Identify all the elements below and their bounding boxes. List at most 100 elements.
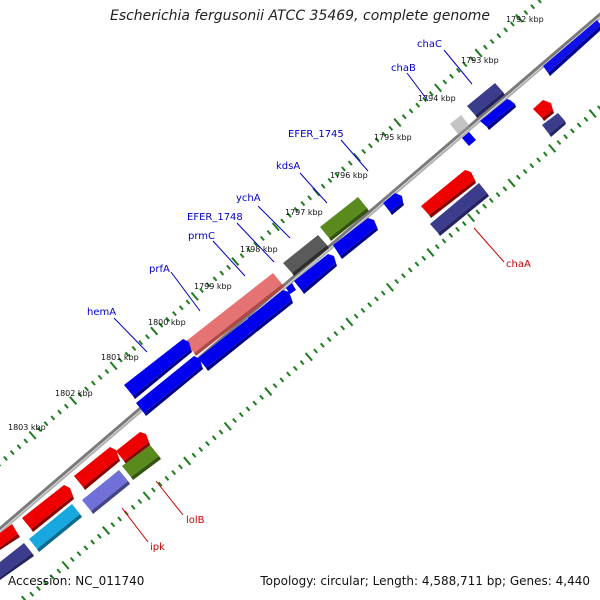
gene-label-chaC[interactable]: chaC xyxy=(417,39,442,50)
cds-reverse-1803a[interactable] xyxy=(74,447,120,490)
topology-text: Topology: circular xyxy=(260,574,365,588)
leader-lolB xyxy=(155,480,184,516)
gene-label-ipk[interactable]: ipk xyxy=(150,542,165,553)
minor-tick xyxy=(118,357,123,363)
cds-kdsA[interactable] xyxy=(320,197,369,241)
gene-label-hemA[interactable]: hemA xyxy=(87,307,116,318)
cds-reverse-1793b[interactable] xyxy=(542,113,566,137)
leader-chaC xyxy=(443,49,473,85)
gene-label-chaA[interactable]: chaA xyxy=(506,259,531,270)
cds-chaC[interactable] xyxy=(467,83,505,118)
minor-tick xyxy=(104,369,110,375)
gene-label-chaB[interactable]: chaB xyxy=(391,63,416,74)
minor-tick xyxy=(205,441,210,447)
cds-lolB-red[interactable] xyxy=(116,432,150,464)
gene-label-ychA[interactable]: ychA xyxy=(236,193,261,204)
minor-tick xyxy=(43,421,49,427)
cds-forward-1799[interactable] xyxy=(248,290,293,331)
cds-reverse-1804a[interactable] xyxy=(22,485,74,532)
minor-tick xyxy=(63,403,69,409)
gene-label-prmC[interactable]: prmC xyxy=(188,231,215,242)
cds-forward-small[interactable] xyxy=(286,283,296,294)
minor-tick xyxy=(76,551,82,557)
minor-tick xyxy=(341,166,346,172)
minor-tick xyxy=(482,44,488,50)
minor-tick xyxy=(253,241,258,247)
cds-prmC[interactable] xyxy=(294,254,337,294)
minor-tick xyxy=(90,539,95,545)
major-tick xyxy=(109,361,118,371)
major-tick xyxy=(183,456,192,466)
cds-forward-1794a[interactable] xyxy=(480,99,516,130)
cds-chaA[interactable] xyxy=(430,183,489,236)
cds-lolB[interactable] xyxy=(122,445,161,480)
cds-hemA[interactable] xyxy=(124,339,192,399)
cds-ipk[interactable] xyxy=(82,470,130,514)
minor-tick xyxy=(515,174,521,180)
minor-tick xyxy=(462,62,468,68)
minor-tick xyxy=(482,203,487,209)
minor-tick xyxy=(414,261,420,267)
cds-ychA[interactable] xyxy=(333,218,378,259)
minor-tick xyxy=(489,38,495,45)
cds-reverse-1805a[interactable] xyxy=(0,524,20,550)
cds-hemA-part[interactable] xyxy=(198,317,259,371)
cds-reverse-1804b[interactable] xyxy=(29,504,82,552)
major-tick xyxy=(515,13,524,23)
minor-tick xyxy=(198,446,204,452)
minor-tick xyxy=(510,21,515,27)
minor-tick xyxy=(320,183,326,189)
map-title: Escherichia fergusonii ATCC 35469, compl… xyxy=(109,8,491,24)
minor-tick xyxy=(361,148,367,155)
cds-forward-1801[interactable] xyxy=(136,356,203,416)
minor-tick xyxy=(421,255,427,261)
cds-forward-1794b[interactable] xyxy=(450,115,470,136)
gene-label-prfA[interactable]: prfA xyxy=(149,264,170,275)
minor-tick xyxy=(367,302,373,308)
gene-label-efer1748[interactable]: EFER_1748 xyxy=(187,212,243,223)
major-tick xyxy=(352,152,361,162)
cds-reverse-1793[interactable] xyxy=(533,100,554,121)
cds-chaB[interactable] xyxy=(462,132,476,146)
minor-tick xyxy=(3,455,8,461)
cds-prfA[interactable] xyxy=(185,273,284,356)
cds-forward-1792[interactable] xyxy=(543,20,600,76)
minor-tick xyxy=(441,238,447,244)
minor-tick xyxy=(178,464,183,470)
accession-text: Accession: NC_011740 xyxy=(8,574,145,588)
gene-label-lolB[interactable]: lolB xyxy=(186,515,205,526)
minor-tick xyxy=(36,426,42,433)
genome-backbone xyxy=(0,12,600,534)
cds-forward-1796[interactable] xyxy=(383,193,404,215)
minor-tick xyxy=(381,131,387,137)
minor-tick xyxy=(280,218,285,224)
minor-tick xyxy=(523,9,529,16)
minor-tick xyxy=(408,108,414,114)
major-tick xyxy=(150,326,159,336)
major-tick xyxy=(345,317,354,327)
minor-tick xyxy=(334,172,340,178)
minor-tick xyxy=(245,406,251,412)
leader-ipk xyxy=(121,507,149,543)
major-tick xyxy=(231,257,240,266)
minor-tick xyxy=(449,73,454,79)
minor-tick xyxy=(597,105,600,110)
cds-efer1748[interactable] xyxy=(283,235,329,276)
minor-tick xyxy=(239,253,245,259)
minor-tick xyxy=(211,435,217,441)
minor-tick xyxy=(537,0,542,4)
leader-prfA xyxy=(170,271,201,312)
major-tick xyxy=(507,178,516,188)
minor-tick xyxy=(9,450,15,456)
minor-tick xyxy=(205,282,211,288)
cds-chaA-red[interactable] xyxy=(421,170,476,218)
minor-tick xyxy=(319,342,325,348)
minor-tick xyxy=(57,409,62,415)
gene-label-kdsA[interactable]: kdsA xyxy=(276,161,300,172)
kbp-label: 1803 kbp xyxy=(8,423,46,432)
minor-tick xyxy=(151,487,156,493)
minor-tick xyxy=(164,475,170,481)
cds-reverse-1805b[interactable] xyxy=(0,543,34,580)
gene-label-efer1745[interactable]: EFER_1745 xyxy=(288,129,344,140)
